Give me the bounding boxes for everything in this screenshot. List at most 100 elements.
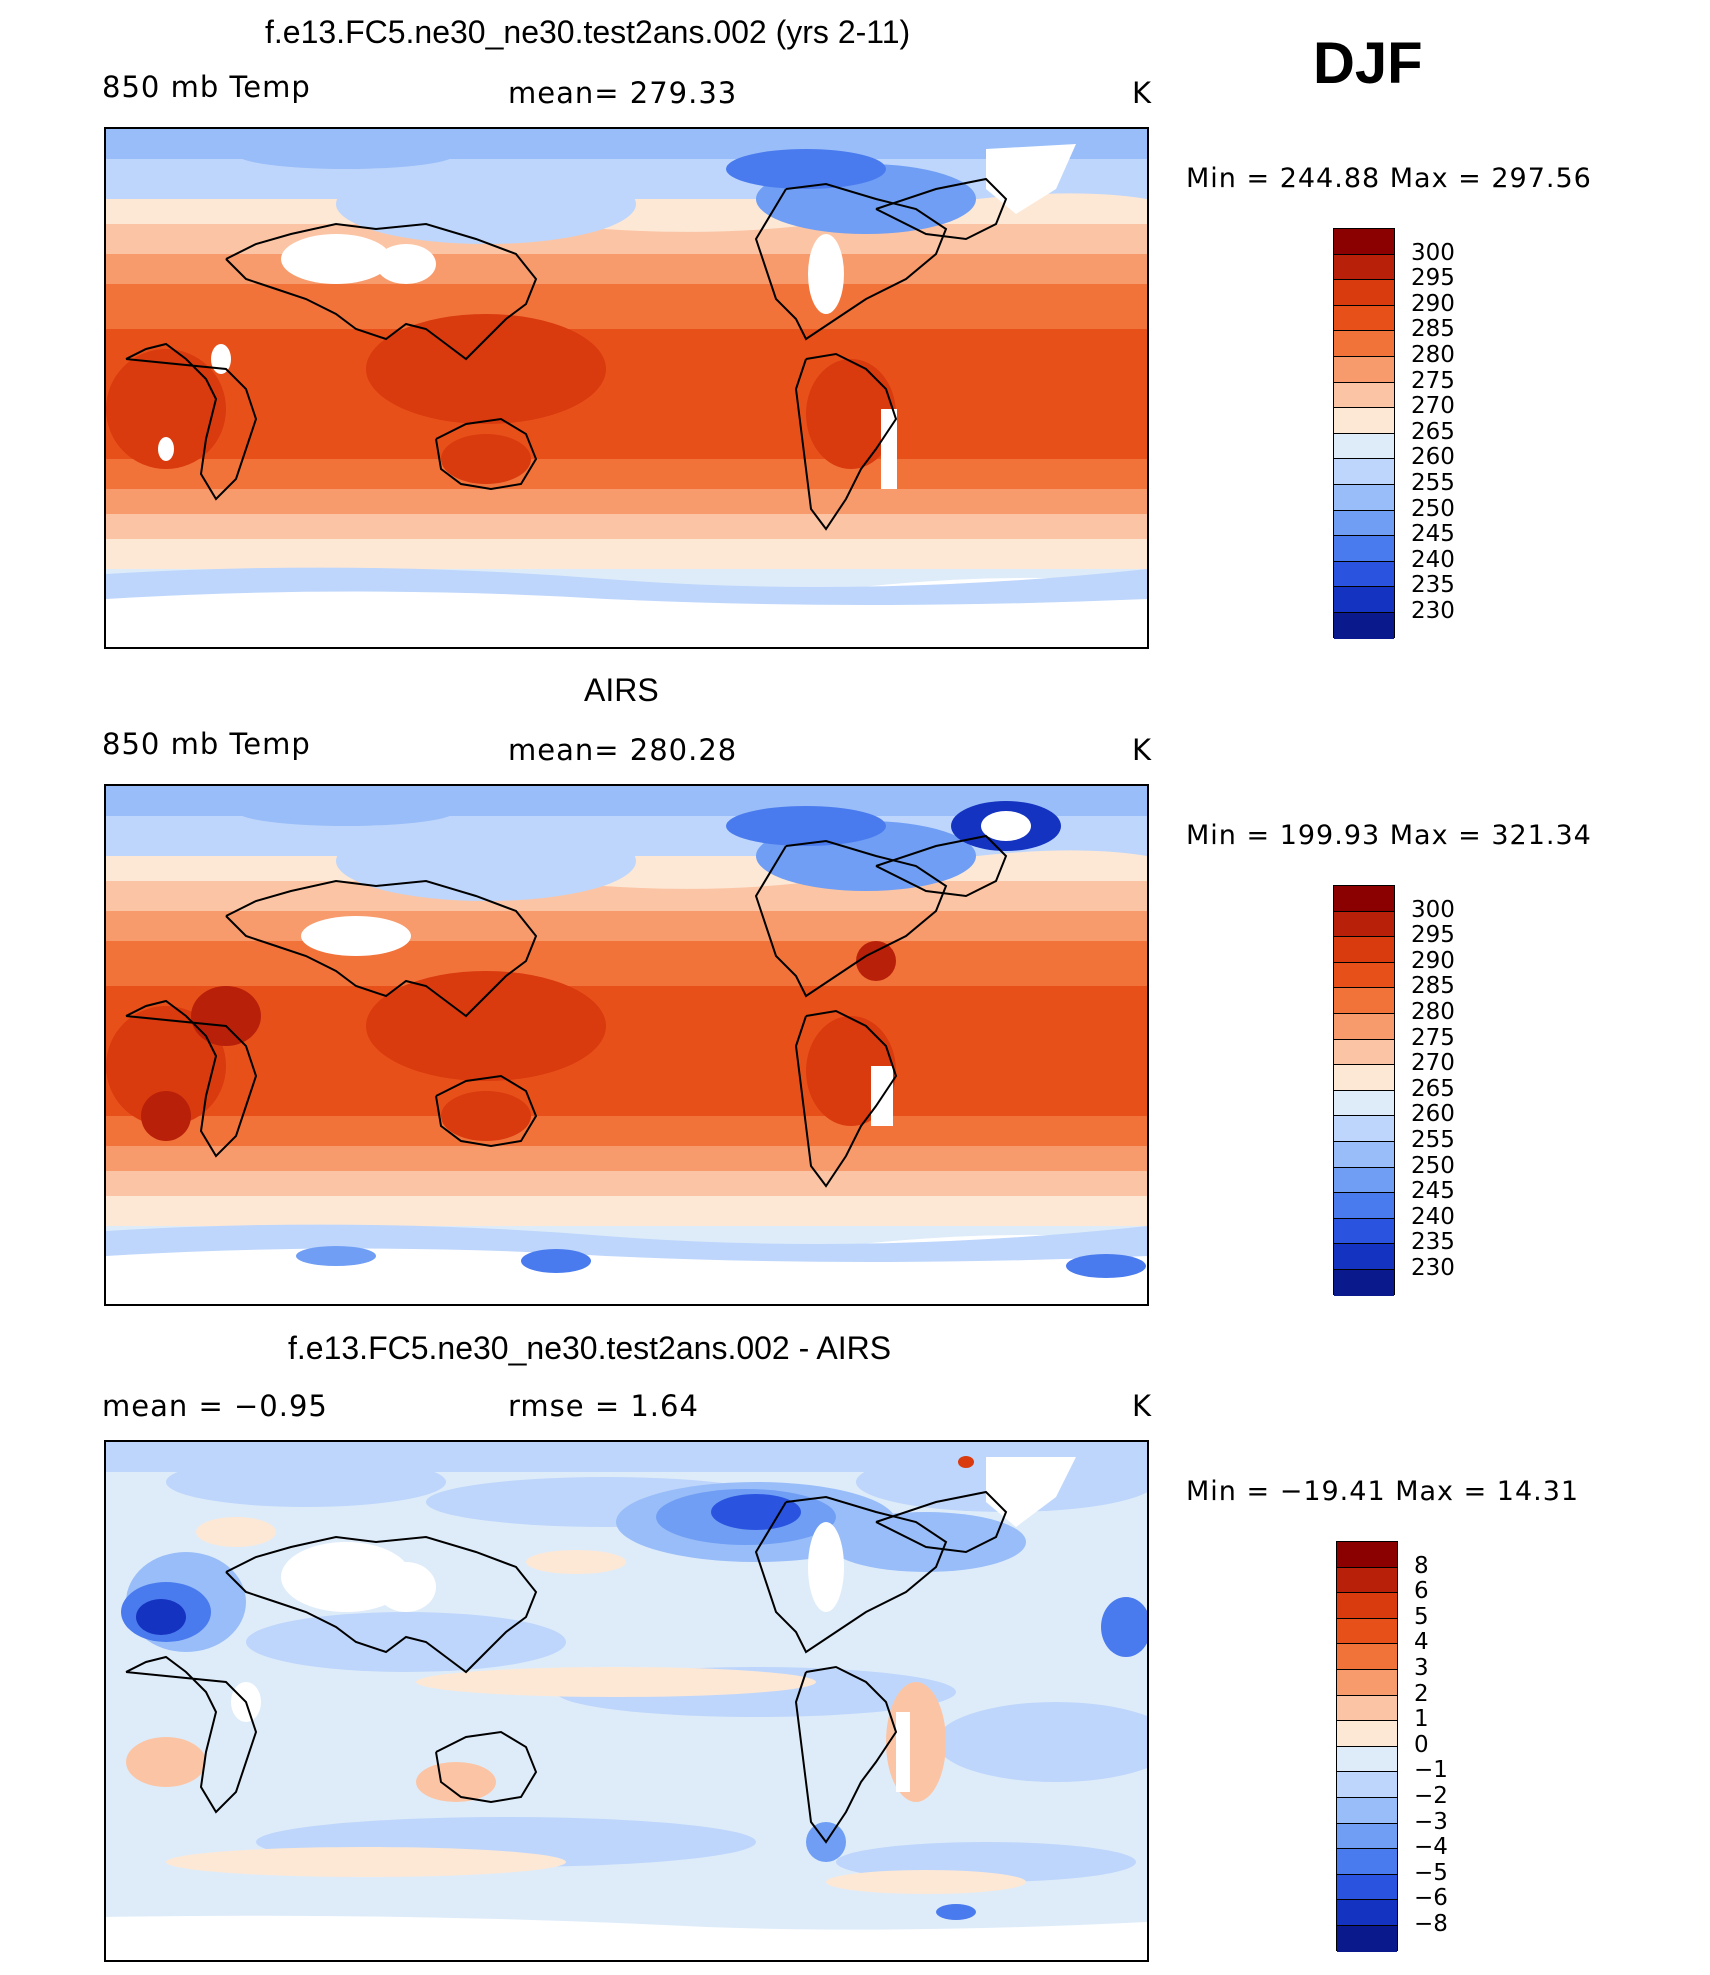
colorbar-tick-label: 6 bbox=[1414, 1578, 1429, 1605]
colorbar-swatch bbox=[1334, 229, 1394, 255]
panel-1-map bbox=[104, 127, 1149, 649]
colorbar-swatch bbox=[1334, 1244, 1394, 1270]
colorbar-swatch bbox=[1334, 254, 1394, 281]
colorbar-swatch bbox=[1334, 433, 1394, 460]
panel-2-variable-label: 850 mb Temp bbox=[102, 727, 311, 761]
colorbar-tick-label: 275 bbox=[1411, 1024, 1455, 1051]
panel-3-min-max: Min = −19.41 Max = 14.31 bbox=[1186, 1476, 1580, 1507]
colorbar-swatch bbox=[1334, 485, 1394, 511]
panel-2-units-label: K bbox=[1132, 733, 1153, 767]
panel-1-title: f.e13.FC5.ne30_ne30.test2ans.002 (yrs 2-… bbox=[265, 14, 911, 50]
colorbar-tick-label: 5 bbox=[1414, 1603, 1429, 1630]
colorbar-tick-label: 230 bbox=[1411, 598, 1455, 624]
colorbar-swatch bbox=[1334, 911, 1394, 938]
colorbar-swatch bbox=[1334, 886, 1394, 912]
colorbar-tick-label: 295 bbox=[1411, 265, 1455, 292]
colorbar-swatch bbox=[1337, 1900, 1397, 1926]
colorbar-swatch bbox=[1334, 962, 1394, 989]
colorbar-tick-label: −2 bbox=[1414, 1783, 1448, 1809]
colorbar-swatch bbox=[1334, 408, 1394, 434]
colorbar-tick-label: 250 bbox=[1411, 495, 1455, 522]
colorbar-swatch bbox=[1337, 1542, 1397, 1568]
colorbar-tick-label: 290 bbox=[1411, 947, 1455, 974]
colorbar-tick-label: 250 bbox=[1411, 1152, 1455, 1179]
colorbar-swatch bbox=[1337, 1798, 1397, 1824]
colorbar-tick-label: −6 bbox=[1414, 1885, 1448, 1912]
colorbar-tick-label: 265 bbox=[1411, 418, 1455, 445]
colorbar-swatch bbox=[1337, 1721, 1397, 1747]
panel-3-map bbox=[104, 1440, 1149, 1962]
colorbar-swatch bbox=[1337, 1567, 1397, 1594]
colorbar-tick-label: 245 bbox=[1411, 1178, 1455, 1205]
colorbar-tick-label: −3 bbox=[1414, 1808, 1448, 1835]
colorbar-swatch bbox=[1334, 357, 1394, 383]
colorbar-swatch bbox=[1334, 561, 1394, 588]
colorbar-tick-label: 285 bbox=[1411, 973, 1455, 1000]
colorbar-tick-label: 285 bbox=[1411, 316, 1455, 343]
colorbar-tick-label: 290 bbox=[1411, 290, 1455, 317]
colorbar-tick-label: 260 bbox=[1411, 1101, 1455, 1128]
colorbar-swatch bbox=[1337, 1746, 1397, 1773]
colorbar-tick-label: −1 bbox=[1414, 1757, 1448, 1784]
colorbar-swatch bbox=[1334, 305, 1394, 332]
colorbar-swatch bbox=[1334, 1218, 1394, 1245]
colorbar-tick-label: 1 bbox=[1414, 1706, 1429, 1733]
colorbar-swatch bbox=[1337, 1618, 1397, 1645]
panel-3-rmse-label: rmse = 1.64 bbox=[508, 1389, 699, 1423]
panel-1-variable-label: 850 mb Temp bbox=[102, 70, 311, 104]
colorbar-tick-label: 230 bbox=[1411, 1255, 1455, 1281]
colorbar-tick-label: 245 bbox=[1411, 521, 1455, 548]
colorbar-swatch bbox=[1334, 510, 1394, 537]
colorbar-swatch bbox=[1334, 280, 1394, 306]
colorbar-swatch bbox=[1334, 1167, 1394, 1194]
panel-1-mean-label: mean= 279.33 bbox=[508, 76, 738, 110]
colorbar-swatch bbox=[1334, 1116, 1394, 1142]
colorbar-tick-label: 2 bbox=[1414, 1680, 1429, 1707]
colorbar-tick-label: 300 bbox=[1411, 239, 1455, 266]
colorbar-swatch bbox=[1334, 536, 1394, 562]
colorbar-swatch bbox=[1334, 937, 1394, 963]
colorbar-tick-label: 255 bbox=[1411, 470, 1455, 496]
colorbar-tick-label: 4 bbox=[1414, 1629, 1429, 1656]
colorbar-tick-label: −8 bbox=[1414, 1911, 1448, 1937]
colorbar-swatch bbox=[1334, 1039, 1394, 1066]
panel-1-min-max: Min = 244.88 Max = 297.56 bbox=[1186, 163, 1592, 194]
colorbar-swatches bbox=[1333, 228, 1395, 639]
colorbar-swatch bbox=[1337, 1849, 1397, 1875]
colorbar-tick-label: 0 bbox=[1414, 1731, 1429, 1758]
colorbar-swatch bbox=[1334, 988, 1394, 1014]
colorbar-swatch bbox=[1334, 587, 1394, 613]
colorbar-tick-label: 240 bbox=[1411, 1203, 1455, 1230]
colorbar-tick-label: 260 bbox=[1411, 444, 1455, 471]
colorbar-tick-label: −4 bbox=[1414, 1834, 1448, 1861]
colorbar-swatch bbox=[1334, 1090, 1394, 1117]
colorbar-swatch bbox=[1334, 1142, 1394, 1168]
panel-3-title: f.e13.FC5.ne30_ne30.test2ans.002 - AIRS bbox=[288, 1330, 892, 1366]
panel-3-mean-label: mean = −0.95 bbox=[102, 1389, 328, 1423]
colorbar-swatch bbox=[1337, 1670, 1397, 1696]
colorbar-swatches bbox=[1333, 885, 1395, 1296]
colorbar-tick-label: 300 bbox=[1411, 896, 1455, 923]
colorbar-tick-label: 280 bbox=[1411, 342, 1455, 368]
season-label: DJF bbox=[1313, 31, 1423, 96]
colorbar-swatch bbox=[1334, 382, 1394, 409]
colorbar-tick-label: 3 bbox=[1414, 1655, 1429, 1681]
colorbar-swatch bbox=[1337, 1823, 1397, 1850]
colorbar-swatch bbox=[1334, 459, 1394, 485]
colorbar-swatch bbox=[1337, 1644, 1397, 1670]
colorbar-tick-label: 270 bbox=[1411, 393, 1455, 420]
colorbar-swatch bbox=[1337, 1874, 1397, 1901]
colorbar-swatch bbox=[1337, 1926, 1397, 1952]
panel-2-map bbox=[104, 784, 1149, 1306]
panel-1-units-label: K bbox=[1132, 76, 1153, 110]
colorbar-swatch bbox=[1334, 1065, 1394, 1091]
colorbar-swatch bbox=[1334, 613, 1394, 639]
colorbar-swatch bbox=[1337, 1593, 1397, 1619]
panel-2-mean-label: mean= 280.28 bbox=[508, 733, 738, 767]
colorbar-tick-label: 280 bbox=[1411, 999, 1455, 1025]
colorbar-swatch bbox=[1334, 1193, 1394, 1219]
colorbar-swatch bbox=[1334, 1270, 1394, 1296]
colorbar-swatches bbox=[1336, 1541, 1398, 1952]
colorbar-tick-label: 235 bbox=[1411, 572, 1455, 599]
colorbar-tick-label: 270 bbox=[1411, 1050, 1455, 1077]
